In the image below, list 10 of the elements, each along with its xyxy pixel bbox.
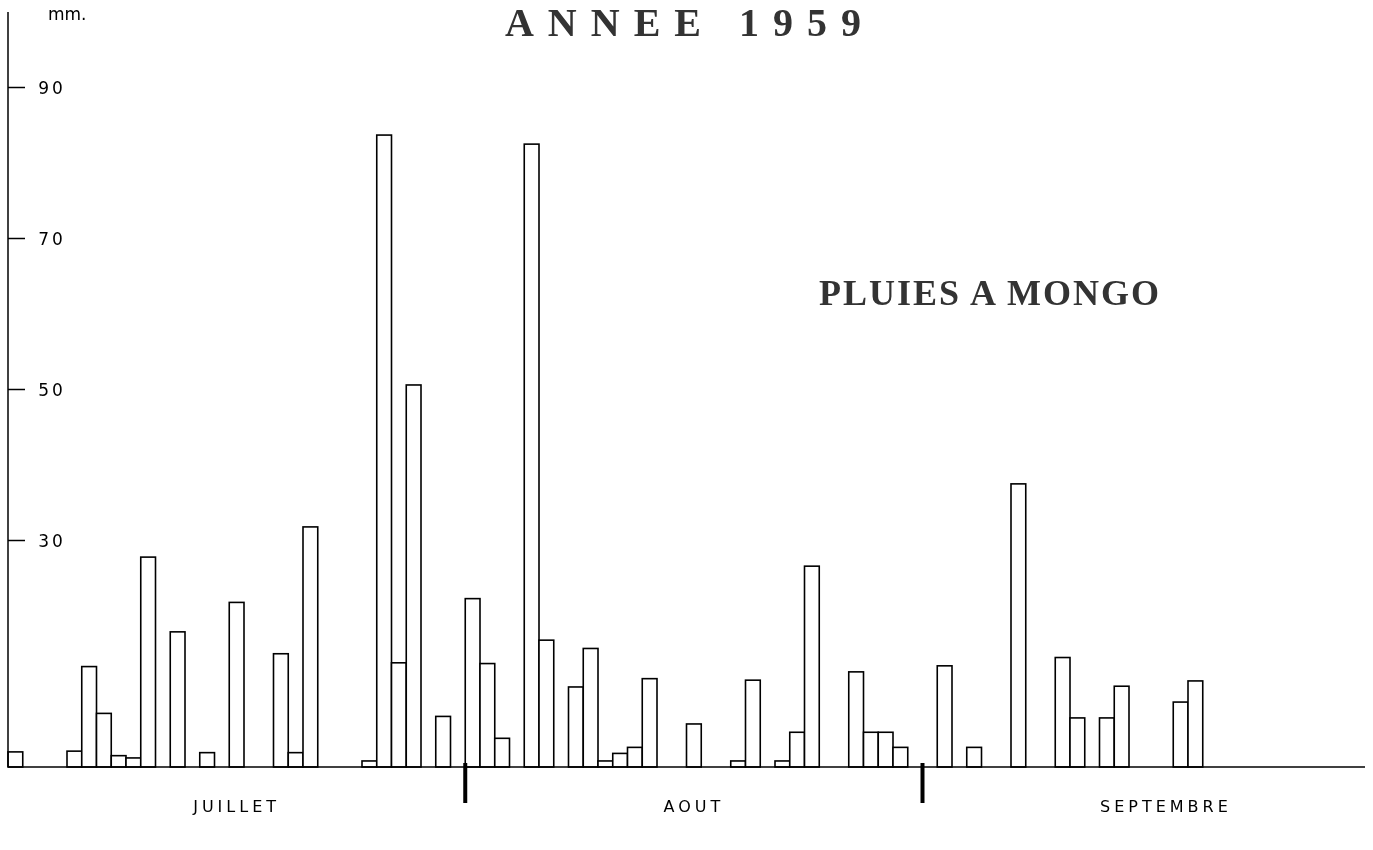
x-tick-label: SEPTEMBRE: [1099, 797, 1232, 816]
y-tick-label: 30: [38, 530, 66, 551]
chart-title: ANNEE 1959: [504, 0, 876, 45]
annotation: PLUIES A MONGO: [818, 273, 1162, 313]
y-axis-title: mm.: [48, 4, 87, 24]
x-tick-label: JUILLET: [192, 797, 281, 816]
y-tick-label: 50: [38, 379, 66, 400]
y-tick-label: 70: [38, 228, 66, 249]
x-tick-label: AOUT: [663, 797, 725, 816]
y-tick-label: 90: [38, 77, 66, 98]
